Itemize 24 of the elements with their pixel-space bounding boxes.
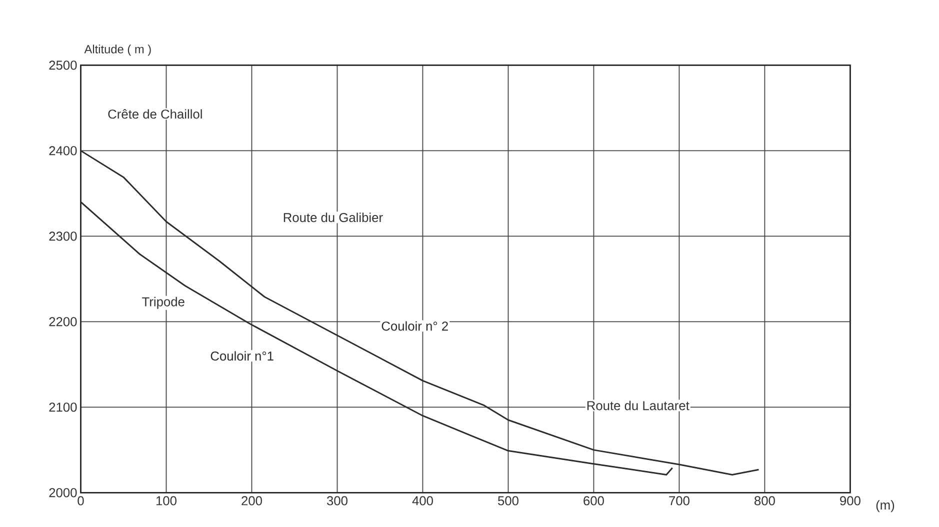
x-tick-label: 0 [78, 496, 84, 506]
y-tick-label: 2000 [49, 488, 77, 498]
y-tick-label: 2100 [49, 402, 77, 412]
annotation: Tripode [142, 296, 184, 309]
y-tick-label: 2300 [49, 232, 77, 241]
x-tick-label: 200 [242, 496, 262, 506]
annotation: Crête de Chaillol [108, 109, 202, 119]
y-tick-label: 2200 [49, 317, 77, 326]
x-tick-label: 400 [412, 496, 433, 506]
series-label: Couloir n°1 [210, 351, 274, 361]
x-tick-label: 500 [498, 496, 518, 506]
annotation: Route du Galibier [284, 212, 383, 222]
x-tick-label: 300 [326, 496, 348, 506]
x-tick-label: 800 [754, 496, 775, 506]
series-label: Couloir n° 2 [382, 321, 448, 331]
y-tick-label: 2500 [49, 60, 77, 70]
y-tick-label: 2400 [49, 146, 77, 156]
x-tick-label: 700 [669, 496, 690, 506]
y-axis-title: Altitude ( m ) [84, 44, 151, 56]
x-tick-label: 600 [584, 496, 604, 506]
x-tick-label: 100 [156, 496, 176, 506]
x-axis-title: (m) [876, 500, 894, 512]
annotation: Route du Lautaret [587, 400, 690, 410]
x-tick-label: 900 [840, 496, 860, 506]
